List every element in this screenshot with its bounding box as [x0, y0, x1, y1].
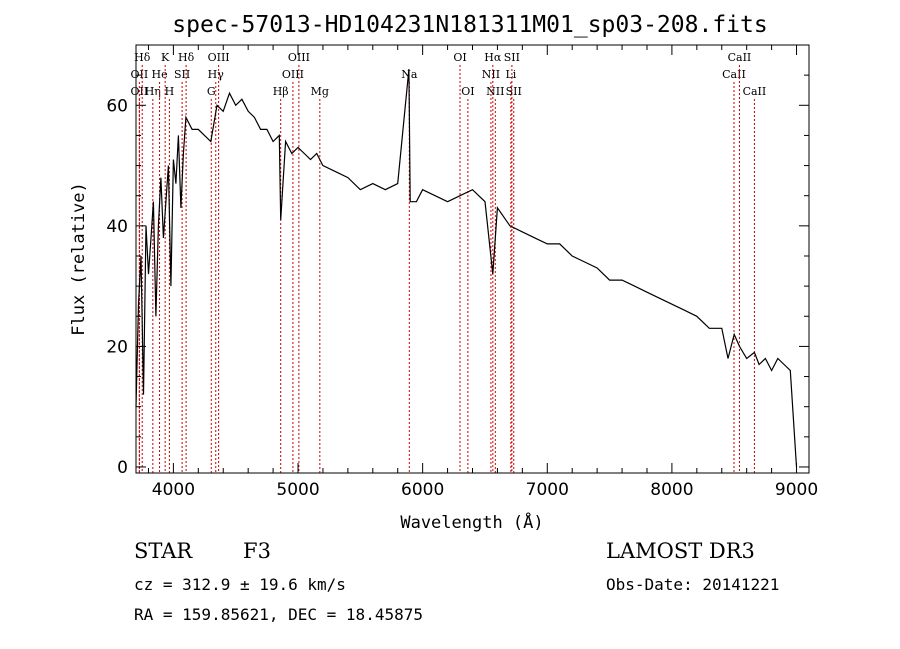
spectral-line-label: Hδ — [134, 51, 151, 64]
survey-name: LAMOST DR3 — [606, 539, 755, 563]
spectral-line-label: OII — [131, 85, 149, 98]
spectral-line-label: Li — [505, 68, 516, 81]
spectral-line-label: OII — [131, 68, 149, 81]
redshift-velocity: cz = 312.9 ± 19.6 km/s — [134, 575, 346, 594]
spectral-line-label: SII — [506, 85, 522, 98]
spectrum-series-line — [135, 69, 798, 468]
y-axis-label: Flux (relative) — [69, 182, 89, 336]
spectral-line-label: CaII — [728, 51, 752, 64]
coordinates: RA = 159.85621, DEC = 18.45875 — [134, 605, 423, 624]
plot-frame — [135, 44, 810, 474]
spectral-line-label: OI — [453, 51, 466, 64]
spectral-line-label: Hα — [484, 51, 502, 64]
chart-title: spec-57013-HD104231N181311M01_sp03-208.f… — [172, 12, 767, 38]
spectral-line-label: Hγ — [208, 68, 225, 81]
spectral-line-label: NII — [486, 85, 504, 98]
spectral-line-label: OIII — [282, 68, 304, 81]
spectral-line-label: Hδ — [178, 51, 195, 64]
spectral-line-label: OIII — [288, 51, 310, 64]
x-tick-label: 8000 — [650, 480, 693, 500]
x-tick-label: 6000 — [401, 480, 444, 500]
y-tick-label: 40 — [106, 217, 128, 237]
observation-date: Obs-Date: 20141221 — [606, 575, 780, 594]
spectral-line-label: Hβ — [273, 85, 289, 98]
x-tick-label: 9000 — [775, 480, 818, 500]
spectral-line-label: NII — [482, 68, 500, 81]
y-tick-label: 20 — [106, 337, 128, 357]
axis-ticks: 4000 5000 6000 7000 8000 9000 0 20 40 60 — [106, 45, 818, 500]
spectral-line-label: G — [207, 85, 216, 98]
spectral-line-label: SII — [504, 51, 520, 64]
spectral-line-label: K — [161, 51, 170, 64]
x-tick-label: 5000 — [276, 480, 319, 500]
spectral-line-label: H — [165, 85, 175, 98]
spectral-line-label: OIII — [208, 51, 230, 64]
spectral-line-label: OI — [461, 85, 474, 98]
spectral-line-label: Hη — [145, 85, 161, 98]
spectral-line-label: SII — [174, 68, 190, 81]
x-tick-label: 7000 — [526, 480, 569, 500]
y-tick-label: 60 — [106, 96, 128, 116]
spectral-line-label: Mg — [311, 85, 329, 98]
spectral-line-label: CaII — [743, 85, 767, 98]
object-class: STAR — [134, 539, 193, 563]
x-tick-label: 4000 — [152, 480, 195, 500]
object-subclass: F3 — [243, 539, 271, 563]
y-tick-label: 0 — [117, 458, 128, 478]
spectral-line-label: CaII — [722, 68, 746, 81]
x-axis-label: Wavelength (Å) — [400, 511, 543, 533]
spectral-line-label: He — [152, 68, 168, 81]
